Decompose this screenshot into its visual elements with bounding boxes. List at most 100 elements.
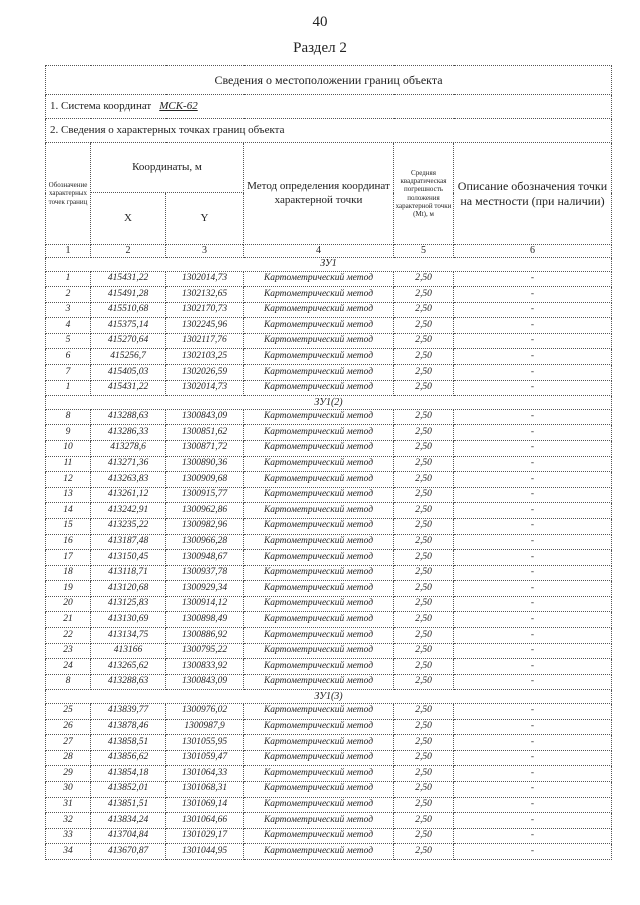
description: - (453, 827, 612, 845)
error: 2,50 (393, 348, 454, 366)
point-id: 19 (45, 580, 91, 597)
coord-x: 413288,63 (90, 408, 166, 426)
description: - (453, 718, 612, 736)
coord-x: 413235,22 (90, 517, 166, 535)
coord-y: 1300898,49 (165, 611, 244, 629)
coord-y: 1300890,36 (165, 455, 244, 473)
coord-x: 413150,45 (90, 549, 166, 566)
description: - (453, 502, 612, 519)
table-row: 22 413134,75 1300886,92 Картометрический ме… (45, 627, 612, 644)
description: - (453, 580, 612, 597)
coord-x: 413852,01 (90, 780, 166, 798)
method: Картометрический метод (243, 843, 394, 860)
point-id: 8 (45, 673, 91, 691)
coord-x: 413704,84 (90, 827, 166, 845)
description: - (453, 673, 612, 691)
description: - (453, 595, 612, 613)
header-method: Метод определения координат характерной … (243, 142, 394, 245)
error: 2,50 (393, 486, 454, 504)
method: Картометрический метод (243, 734, 394, 751)
column-number: 1 (45, 244, 91, 258)
coord-x: 413858,51 (90, 734, 166, 751)
coord-x: 413125,83 (90, 595, 166, 613)
description: - (453, 286, 612, 303)
method: Картометрический метод (243, 658, 394, 675)
description: - (453, 843, 612, 860)
coord-y: 1300966,28 (165, 533, 244, 551)
coord-y: 1301068,31 (165, 780, 244, 798)
method: Картометрический метод (243, 301, 394, 319)
coord-y: 1302026,59 (165, 364, 244, 381)
coord-x: 415256,7 (90, 348, 166, 366)
error: 2,50 (393, 317, 454, 334)
group-name: ЗУ1(3) (45, 689, 612, 704)
point-id: 12 (45, 471, 91, 488)
method: Картометрический метод (243, 439, 394, 457)
coord-y: 1300937,78 (165, 564, 244, 582)
error: 2,50 (393, 471, 454, 488)
table-row: 4 415375,14 1302245,96 Картометрический мет… (45, 317, 612, 334)
method: Картометрический метод (243, 317, 394, 334)
coord-y: 1300962,86 (165, 502, 244, 519)
table-row: 31 413851,51 1301069,14 Картометрический ме… (45, 796, 612, 814)
description: - (453, 408, 612, 426)
coord-y: 1301069,14 (165, 796, 244, 814)
coord-y: 1300843,09 (165, 673, 244, 691)
point-id: 22 (45, 627, 91, 644)
coord-x: 413118,71 (90, 564, 166, 582)
method: Картометрический метод (243, 517, 394, 535)
header-error: Средняя квадратическая погрешность полож… (393, 142, 454, 245)
description: - (453, 301, 612, 319)
point-id: 27 (45, 734, 91, 751)
column-numbers-row: 1 2 3 4 5 6 (45, 244, 612, 258)
coord-y: 1301055,95 (165, 734, 244, 751)
error: 2,50 (393, 455, 454, 473)
point-id: 6 (45, 348, 91, 366)
coord-system-label: 1. Система координат (50, 100, 152, 112)
method: Картометрический метод (243, 564, 394, 582)
point-id: 4 (45, 317, 91, 334)
error: 2,50 (393, 611, 454, 629)
coord-x: 413851,51 (90, 796, 166, 814)
method: Картометрический метод (243, 780, 394, 798)
table-row: 13 413261,12 1300915,77 Картометрический ме… (45, 486, 612, 504)
description: - (453, 270, 612, 288)
table-row: 8 413288,63 1300843,09 Картометрический мет… (45, 673, 612, 691)
coord-y: 1301064,33 (165, 765, 244, 782)
coord-y: 1300948,67 (165, 549, 244, 566)
table-row: 20 413125,83 1300914,12 Картометрический ме… (45, 595, 612, 613)
method: Картометрический метод (243, 702, 394, 720)
method: Картометрический метод (243, 642, 394, 660)
boundary-points-table: Сведения о местоположении границ объекта… (45, 65, 612, 860)
table-row: 6 415256,7 1302103,25 Картометрический мето… (45, 348, 612, 366)
coord-y: 1302132,65 (165, 286, 244, 303)
table-row: 5 415270,64 1302117,76 Картометрический мет… (45, 332, 612, 350)
error: 2,50 (393, 627, 454, 644)
coord-y: 1301029,17 (165, 827, 244, 845)
method: Картометрический метод (243, 611, 394, 629)
coord-x: 413120,68 (90, 580, 166, 597)
point-id: 25 (45, 702, 91, 720)
method: Картометрический метод (243, 549, 394, 566)
point-id: 3 (45, 301, 91, 319)
coord-x: 413166 (90, 642, 166, 660)
table-row: 34 413670,87 1301044,95 Картометрический ме… (45, 843, 612, 860)
coord-y: 1302014,73 (165, 270, 244, 288)
table-row: 21 413130,69 1300898,49 Картометрический ме… (45, 611, 612, 629)
point-id: 21 (45, 611, 91, 629)
coord-y: 1300833,92 (165, 658, 244, 675)
description: - (453, 749, 612, 767)
description: - (453, 317, 612, 334)
method: Картометрический метод (243, 408, 394, 426)
description: - (453, 642, 612, 660)
error: 2,50 (393, 270, 454, 288)
table-row: 14 413242,91 1300962,86 Картометрический ме… (45, 502, 612, 519)
error: 2,50 (393, 642, 454, 660)
group-name: ЗУ1(2) (45, 395, 612, 410)
coord-x: 413878,46 (90, 718, 166, 736)
error: 2,50 (393, 673, 454, 691)
description: - (453, 564, 612, 582)
point-id: 28 (45, 749, 91, 767)
coord-x: 413278,6 (90, 439, 166, 457)
method: Картометрический метод (243, 379, 394, 397)
